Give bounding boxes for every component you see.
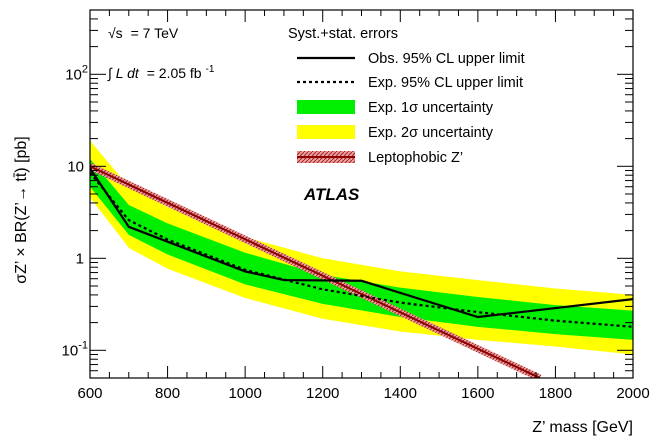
- legend-swatch: [297, 125, 355, 139]
- band-exp-1sigma: [90, 159, 633, 340]
- legend-item: Obs. 95% CL upper limit: [297, 51, 525, 67]
- legend-label: Leptophobic Z’: [368, 150, 463, 166]
- plot-area: [90, 140, 633, 378]
- legend-item: Exp. 95% CL upper limit: [297, 75, 523, 91]
- y-axis-title: σZ’ × BR(Z’→ tt̄) [pb]: [13, 136, 30, 284]
- legend-label: Exp. 2σ uncertainty: [368, 125, 494, 141]
- y-tick-label: 1: [76, 250, 84, 267]
- x-tick-label: 2000: [616, 385, 649, 402]
- y-tick-label: 102: [65, 63, 88, 83]
- luminosity-annotation: ∫ L dt = 2.05 fb -1: [107, 64, 215, 82]
- x-tick-label: 1000: [228, 385, 261, 402]
- y-tick-label: 10-1: [62, 339, 88, 359]
- x-tick-label: 1600: [461, 385, 494, 402]
- legend: Syst.+stat. errors Obs. 95% CL upper lim…: [288, 26, 525, 166]
- x-tick-label: 600: [77, 385, 102, 402]
- experiment-label: ATLAS: [303, 185, 360, 204]
- x-tick-label: 1400: [384, 385, 417, 402]
- x-tick-label: 1200: [306, 385, 339, 402]
- energy-label: √s = 7 TeV: [108, 25, 179, 41]
- x-tick-label: 1800: [539, 385, 572, 402]
- leptophobic-z-line: [90, 165, 541, 378]
- legend-item: Exp. 1σ uncertainty: [297, 100, 494, 116]
- legend-label: Obs. 95% CL upper limit: [368, 51, 525, 67]
- x-tick-label: 800: [155, 385, 180, 402]
- legend-item: Exp. 2σ uncertainty: [297, 125, 494, 141]
- legend-label: Exp. 1σ uncertainty: [368, 100, 494, 116]
- axes: 600 800 1000 1200 1400 1600 1800 2000 10-1 1 10 102: [62, 9, 650, 402]
- legend-label: Exp. 95% CL upper limit: [368, 75, 523, 91]
- x-axis-title: Z’ mass [GeV]: [532, 419, 633, 436]
- observed-limit-line: [90, 167, 633, 319]
- expected-limit-line: [90, 172, 633, 328]
- legend-item: Leptophobic Z’: [297, 150, 463, 166]
- energy-annotation: √s = 7 TeV: [108, 25, 179, 41]
- legend-swatch: [297, 100, 355, 114]
- luminosity-label: ∫ L dt = 2.05 fb -1: [107, 64, 215, 82]
- legend-title: Syst.+stat. errors: [288, 26, 398, 42]
- y-tick-label: 10: [67, 158, 84, 175]
